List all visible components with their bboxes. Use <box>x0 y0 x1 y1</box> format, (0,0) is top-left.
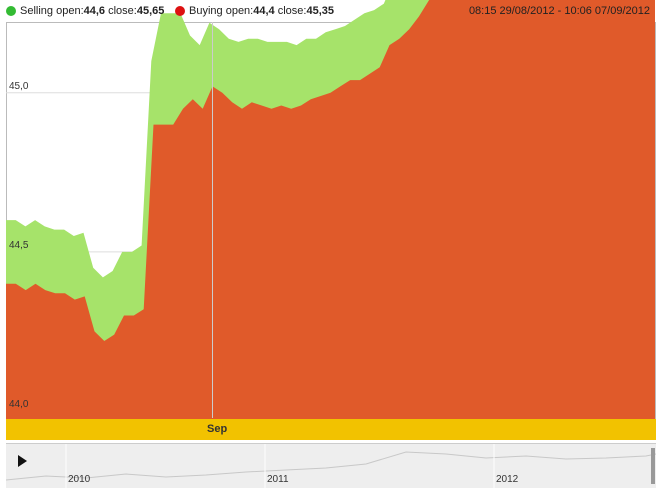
play-icon <box>18 455 27 467</box>
buying-dot-icon <box>175 6 185 16</box>
selling-dot-icon <box>6 6 16 16</box>
time-band-label: Sep <box>207 423 228 435</box>
legend-selling[interactable]: Selling open: 44,6 close: 45,65 <box>6 5 164 17</box>
legend-selling-close-label: close: <box>108 5 137 17</box>
legend-selling-open-label: open: <box>56 5 84 17</box>
y-tick-label: 44,5 <box>9 240 29 251</box>
legend-buying-label: Buying <box>189 5 223 17</box>
legend-buying-open-value: 44,4 <box>253 5 275 17</box>
legend-buying[interactable]: Buying open: 44,4 close: 45,35 <box>175 5 334 17</box>
y-tick-label: 44,0 <box>9 399 29 410</box>
navigator[interactable]: 2010 2011 2012 <box>6 443 656 488</box>
navigator-year-2011: 2011 <box>267 474 289 485</box>
navigator-year-2010: 2010 <box>68 474 91 485</box>
price-area-chart: 44,044,545,045,546,0 <box>6 0 656 419</box>
legend-selling-open-value: 44,6 <box>83 5 106 17</box>
legend-buying-open-label: open: <box>225 5 254 17</box>
legend-buying-close-label: close: <box>277 5 307 17</box>
legend-selling-label: Selling <box>20 5 54 17</box>
legend-bar: Selling open: 44,6 close: 45,65 Buying ope… <box>0 0 656 22</box>
y-tick-label: 45,0 <box>9 81 29 92</box>
date-range: 08:15 29/08/2012 - 10:06 07/09/2012 <box>468 5 650 17</box>
navigator-trend-line <box>6 451 656 481</box>
navigator-handle[interactable] <box>651 448 655 484</box>
time-band: Sep <box>6 419 656 440</box>
series-areas <box>6 0 655 419</box>
navigator-year-2012: 2012 <box>496 474 519 485</box>
series-area-buying <box>6 0 655 419</box>
legend-selling-close-value: 45,65 <box>136 5 165 17</box>
y-axis-ticks: 44,044,545,045,546,0 <box>9 81 29 410</box>
legend-buying-close-value: 45,35 <box>306 5 334 17</box>
play-button[interactable] <box>12 450 36 472</box>
navigator-background <box>6 444 656 488</box>
